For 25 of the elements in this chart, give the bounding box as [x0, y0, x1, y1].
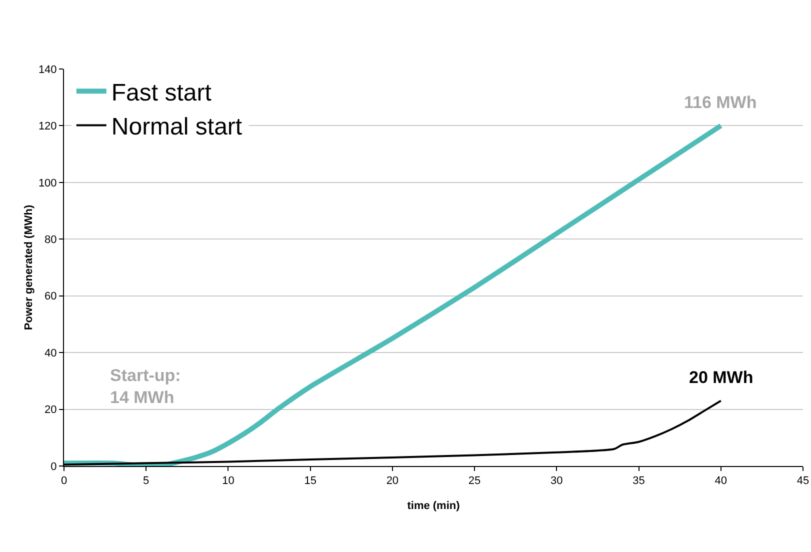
y-tick-label: 120 [38, 120, 57, 133]
legend-label: Normal start [111, 114, 242, 141]
x-tick-label: 15 [304, 475, 316, 488]
y-tick-label: 60 [44, 290, 57, 303]
x-tick-label: 25 [468, 475, 481, 488]
y-tick-label: 0 [50, 460, 57, 473]
y-tick-label: 80 [44, 234, 57, 246]
y-tick-label: 100 [38, 177, 57, 190]
y-tick-label: 40 [44, 347, 57, 360]
x-tick-label: 0 [60, 475, 68, 488]
x-tick-label: 30 [550, 475, 563, 488]
y-axis-title: Power generated (MWh) [23, 204, 35, 330]
x-tick-label: 45 [796, 475, 810, 488]
y-tick-label: 140 [38, 64, 57, 76]
x-tick-label: 40 [714, 475, 728, 488]
legend-label: Fast start [111, 79, 212, 106]
y-tick-label: 20 [44, 404, 57, 416]
x-tick-label: 5 [143, 475, 150, 488]
x-axis-title: time (min) [407, 500, 460, 512]
x-tick-label: 35 [632, 475, 645, 488]
annotation: 116 MWh [684, 93, 757, 112]
annotation: 20 MWh [689, 368, 754, 387]
x-tick-label: 20 [386, 475, 399, 488]
x-tick-label: 10 [222, 475, 234, 488]
annotation: Start-up: 14 MWh [110, 366, 181, 408]
